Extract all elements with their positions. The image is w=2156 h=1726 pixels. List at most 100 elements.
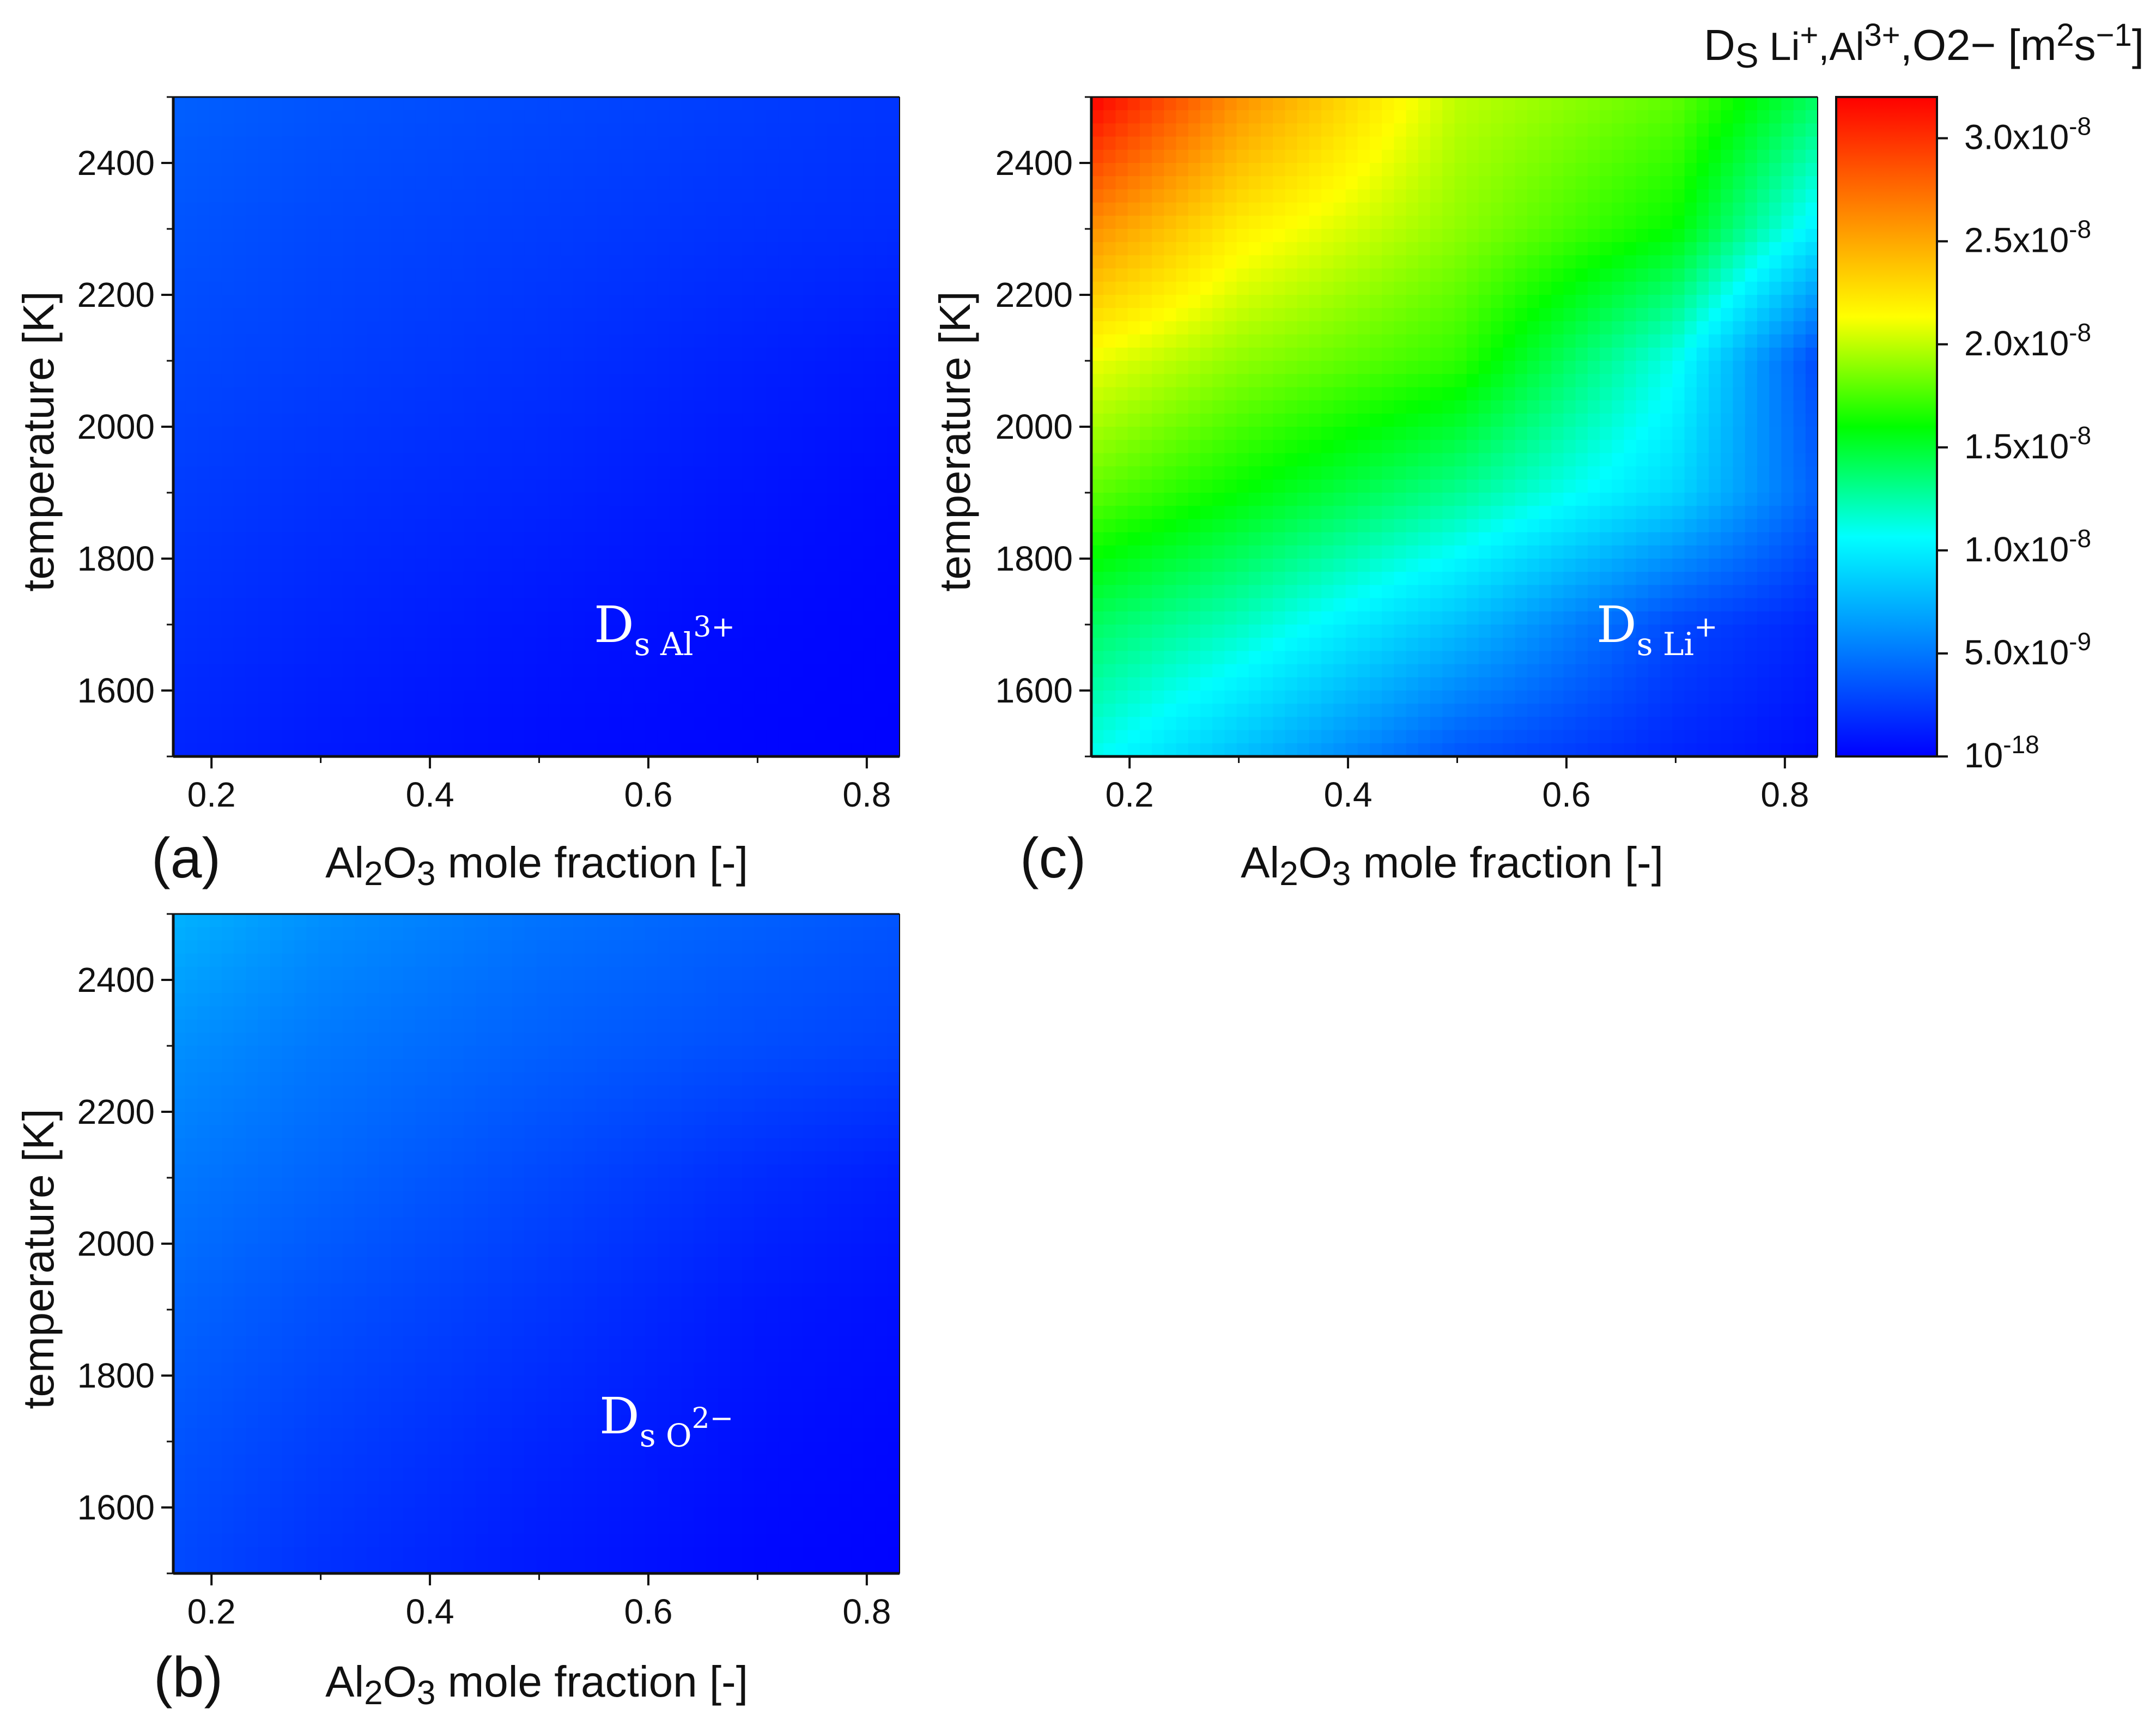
heatmap-cell — [548, 1178, 561, 1191]
heatmap-cell — [742, 1085, 755, 1099]
heatmap-cell — [597, 1296, 610, 1310]
heatmap-cell — [597, 123, 610, 137]
heatmap-cell — [706, 980, 719, 994]
heatmap-cell — [246, 136, 259, 150]
heatmap-cell — [282, 1323, 295, 1337]
heatmap-cell — [669, 334, 682, 348]
heatmap-cell — [803, 466, 816, 480]
heatmap-cell — [464, 1336, 477, 1350]
heatmap-cell — [330, 413, 343, 427]
heatmap-cell — [573, 440, 586, 454]
heatmap-cell — [258, 413, 271, 427]
heatmap-cell — [536, 1230, 549, 1244]
heatmap-cell — [343, 980, 356, 994]
heatmap-cell — [427, 1019, 440, 1033]
heatmap-cell — [270, 361, 283, 374]
heatmap-cell — [367, 532, 380, 546]
heatmap-cell — [839, 453, 852, 467]
heatmap-cell — [682, 1072, 695, 1086]
heatmap-cell — [500, 361, 513, 374]
heatmap-cell — [791, 966, 804, 980]
heatmap-cell — [379, 189, 392, 203]
heatmap-cell — [887, 229, 900, 243]
heatmap-cell — [694, 691, 707, 704]
heatmap-cell — [379, 215, 392, 229]
heatmap-cell — [633, 717, 646, 731]
heatmap-cell — [585, 940, 598, 954]
heatmap-cell — [379, 1204, 392, 1218]
heatmap-cell — [657, 1296, 670, 1310]
heatmap-cell — [282, 914, 295, 928]
heatmap-cell — [415, 1032, 428, 1046]
heatmap-cell — [585, 334, 598, 348]
heatmap-cell — [258, 664, 271, 678]
heatmap-cell — [585, 1283, 598, 1297]
heatmap-cell — [488, 914, 501, 928]
heatmap-cell — [270, 400, 283, 414]
heatmap-cell — [367, 97, 380, 111]
heatmap-cell — [585, 268, 598, 282]
heatmap-cell — [318, 427, 331, 440]
heatmap-cell — [197, 1164, 210, 1178]
heatmap-cell — [730, 321, 743, 335]
heatmap-cell — [730, 743, 743, 757]
heatmap-cell — [330, 229, 343, 243]
heatmap-cell — [803, 268, 816, 282]
heatmap-cell — [839, 1164, 852, 1178]
heatmap-cell — [427, 1191, 440, 1205]
heatmap-cell — [875, 572, 888, 586]
heatmap-cell — [669, 506, 682, 520]
heatmap-cell — [718, 163, 731, 177]
heatmap-cell — [185, 1191, 198, 1205]
heatmap-cell — [500, 189, 513, 203]
heatmap-cell — [343, 1217, 356, 1231]
heatmap-cell — [657, 97, 670, 111]
heatmap-cell — [294, 1059, 307, 1073]
heatmap-cell — [439, 730, 452, 744]
heatmap-cell — [573, 268, 586, 282]
heatmap-cell — [875, 611, 888, 625]
heatmap-cell — [609, 966, 622, 980]
heatmap-cell — [863, 479, 876, 493]
heatmap-cell — [367, 1072, 380, 1086]
heatmap-cell — [694, 677, 707, 691]
heatmap-cell — [512, 281, 525, 295]
heatmap-cell — [185, 914, 198, 928]
heatmap-cell — [536, 189, 549, 203]
heatmap-cell — [560, 1006, 573, 1020]
heatmap-cell — [403, 189, 416, 203]
heatmap-cell — [512, 1151, 525, 1165]
heatmap-cell — [778, 308, 791, 322]
heatmap-cell — [851, 361, 864, 374]
heatmap-cell — [827, 413, 840, 427]
heatmap-cell — [209, 927, 222, 941]
heatmap-cell — [718, 743, 731, 757]
heatmap-cell — [742, 559, 755, 572]
heatmap-cell — [718, 202, 731, 216]
heatmap-cell — [427, 598, 440, 612]
heatmap-cell — [803, 123, 816, 137]
heatmap-cell — [694, 123, 707, 137]
heatmap-cell — [294, 1178, 307, 1191]
heatmap-cell — [560, 255, 573, 269]
heatmap-cell — [585, 980, 598, 994]
heatmap-cell — [573, 466, 586, 480]
heatmap-cell — [706, 519, 719, 533]
heatmap-cell — [682, 453, 695, 467]
heatmap-cell — [657, 123, 670, 137]
heatmap-cell — [258, 1006, 271, 1020]
heatmap-cell — [355, 1270, 368, 1284]
heatmap-cell — [585, 1151, 598, 1165]
heatmap-cell — [827, 743, 840, 757]
heatmap-cell — [597, 361, 610, 374]
heatmap-cell — [778, 1323, 791, 1337]
heatmap-cell — [597, 176, 610, 190]
heatmap-cell — [427, 1151, 440, 1165]
heatmap-cell — [791, 347, 804, 361]
heatmap-cell — [270, 1112, 283, 1125]
heatmap-cell — [451, 176, 464, 190]
heatmap-cell — [343, 1230, 356, 1244]
heatmap-cell — [766, 651, 779, 665]
heatmap-cell — [318, 1270, 331, 1284]
